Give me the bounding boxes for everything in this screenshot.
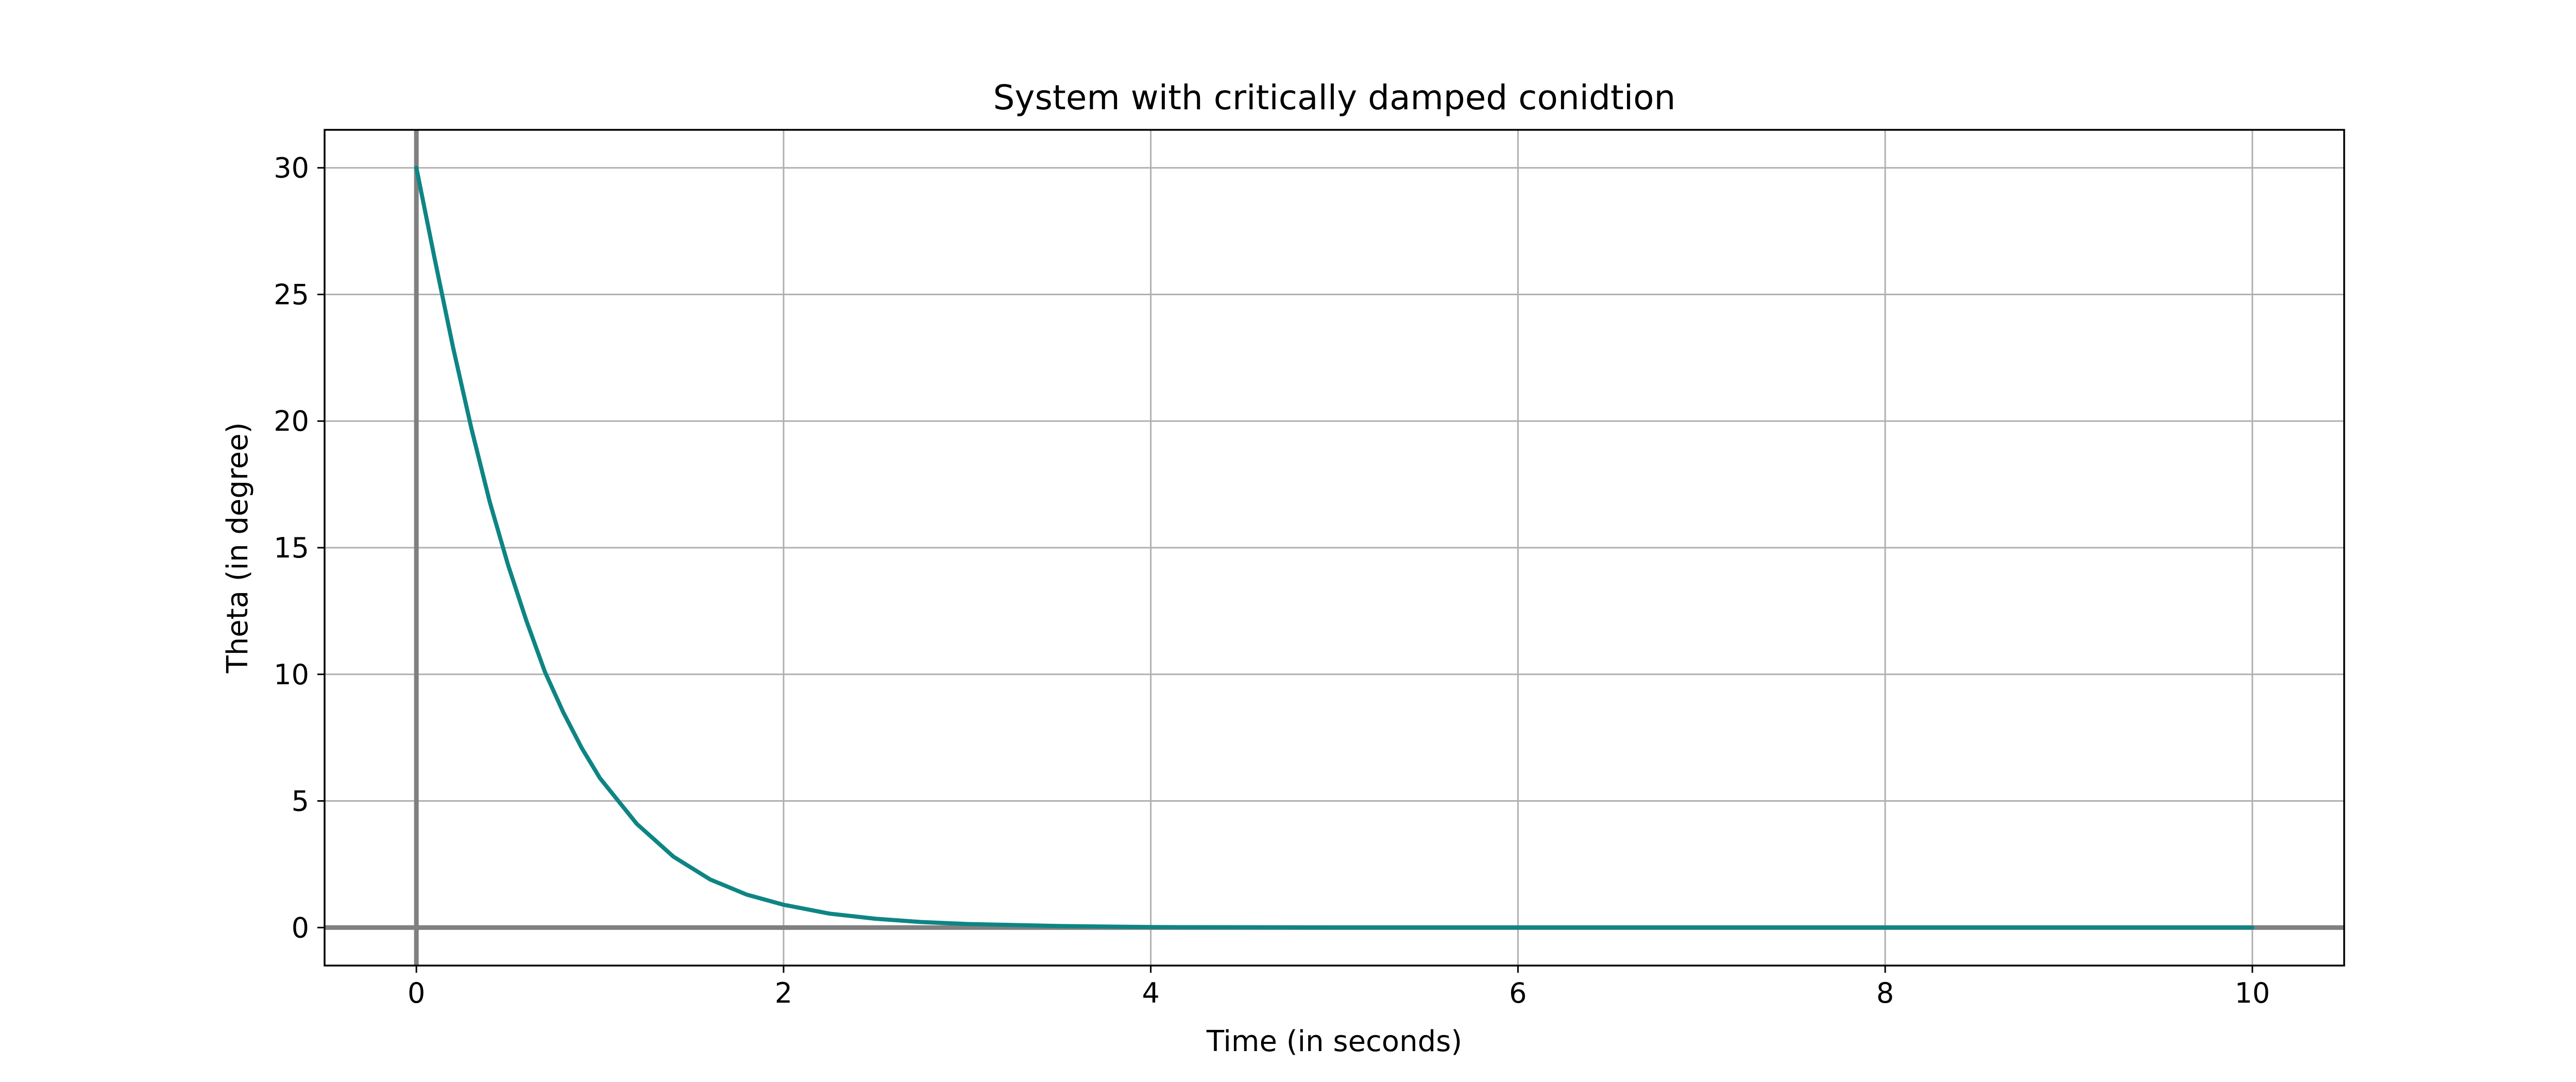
x-tick-label: 6 bbox=[1509, 977, 1527, 1009]
x-tick-labels: 0 2 4 6 8 10 bbox=[408, 977, 2270, 1009]
x-tick-label: 4 bbox=[1142, 977, 1159, 1009]
y-tick-label: 5 bbox=[292, 785, 309, 818]
y-axis-label: Theta (in degree) bbox=[221, 422, 255, 673]
series-line bbox=[414, 165, 2255, 930]
y-tick-label: 25 bbox=[274, 278, 309, 311]
tick-marks bbox=[317, 167, 2253, 973]
x-axis-label: Time (in seconds) bbox=[1206, 1025, 1462, 1058]
y-tick-label: 15 bbox=[274, 532, 309, 564]
y-tick-label: 10 bbox=[274, 658, 309, 691]
y-tick-label: 30 bbox=[274, 152, 309, 184]
y-tick-label: 20 bbox=[274, 405, 309, 437]
y-tick-labels: 0 5 10 15 20 25 30 bbox=[274, 152, 309, 944]
y-tick-label: 0 bbox=[292, 911, 309, 944]
x-tick-label: 0 bbox=[408, 977, 425, 1009]
x-tick-label: 2 bbox=[775, 977, 792, 1009]
chart-title: System with critically damped conidtion bbox=[993, 78, 1676, 117]
x-tick-label: 8 bbox=[1876, 977, 1894, 1009]
grid-lines bbox=[325, 130, 2344, 966]
series-lines bbox=[414, 165, 2255, 930]
x-tick-label: 10 bbox=[2234, 977, 2270, 1009]
